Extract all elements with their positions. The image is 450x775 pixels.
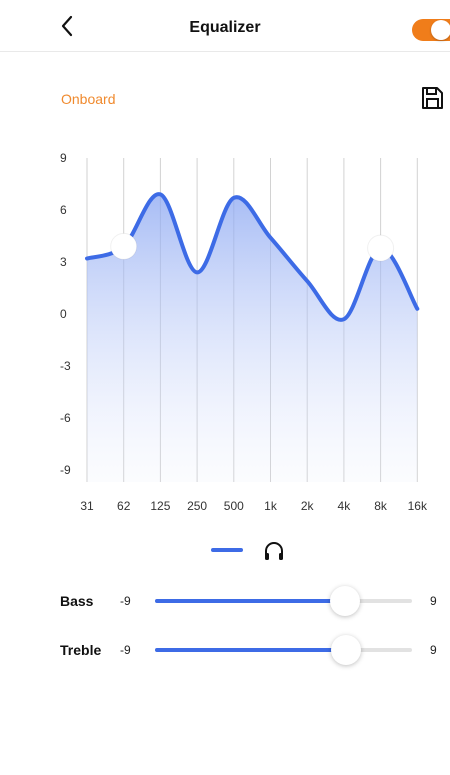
x-tick-label: 16k — [408, 499, 428, 513]
y-tick-label: 9 — [60, 151, 67, 165]
bass-min-label: -9 — [120, 594, 131, 608]
bass-max-label: 9 — [430, 594, 437, 608]
treble-label: Treble — [60, 642, 102, 658]
eq-handle-8k[interactable] — [367, 234, 395, 262]
y-tick-label: 3 — [60, 255, 67, 269]
chevron-left-icon — [61, 15, 73, 37]
equalizer-chart[interactable]: 9 6 3 0 -3 -6 -9 31 62 125 250 500 1k 2k 4k 8k 16k — [0, 140, 450, 530]
treble-min-label: -9 — [120, 643, 131, 657]
treble-slider-row: Treble -9 9 — [0, 635, 450, 665]
x-tick-label: 2k — [301, 499, 315, 513]
save-button[interactable] — [419, 85, 445, 111]
y-tick-label: -3 — [60, 359, 71, 373]
eq-line — [85, 192, 420, 322]
legend-headphones — [262, 539, 286, 563]
treble-slider-fill — [155, 648, 347, 652]
x-tick-label: 125 — [150, 499, 170, 513]
page-title: Equalizer — [189, 19, 261, 36]
eq-area — [87, 194, 418, 482]
x-tick-label: 500 — [224, 499, 244, 513]
bass-slider-row: Bass -9 9 — [0, 586, 450, 616]
x-tick-label: 62 — [117, 499, 131, 513]
treble-slider[interactable] — [155, 635, 412, 665]
y-tick-label: 0 — [60, 307, 67, 321]
save-icon — [422, 87, 443, 109]
preset-label[interactable]: Onboard — [61, 91, 116, 107]
treble-slider-thumb[interactable] — [331, 635, 362, 665]
bass-slider-fill — [155, 599, 345, 603]
header: Equalizer — [0, 0, 450, 52]
headphones-icon — [265, 542, 283, 560]
legend-line — [211, 548, 243, 552]
bass-slider-thumb[interactable] — [329, 586, 360, 616]
y-tick-label: 6 — [60, 203, 67, 217]
x-tick-label: 8k — [374, 499, 388, 513]
bass-label: Bass — [60, 593, 94, 609]
bass-slider[interactable] — [155, 586, 412, 616]
back-button[interactable] — [56, 12, 80, 40]
x-tick-label: 1k — [264, 499, 278, 513]
y-tick-label: -9 — [60, 463, 71, 477]
eq-handle-62[interactable] — [110, 232, 138, 260]
x-tick-label: 4k — [338, 499, 352, 513]
y-tick-label: -6 — [60, 411, 71, 425]
toggle-knob — [431, 20, 450, 40]
x-tick-label: 250 — [187, 499, 207, 513]
x-tick-label: 31 — [80, 499, 94, 513]
treble-max-label: 9 — [430, 643, 437, 657]
equalizer-toggle[interactable] — [412, 19, 450, 41]
